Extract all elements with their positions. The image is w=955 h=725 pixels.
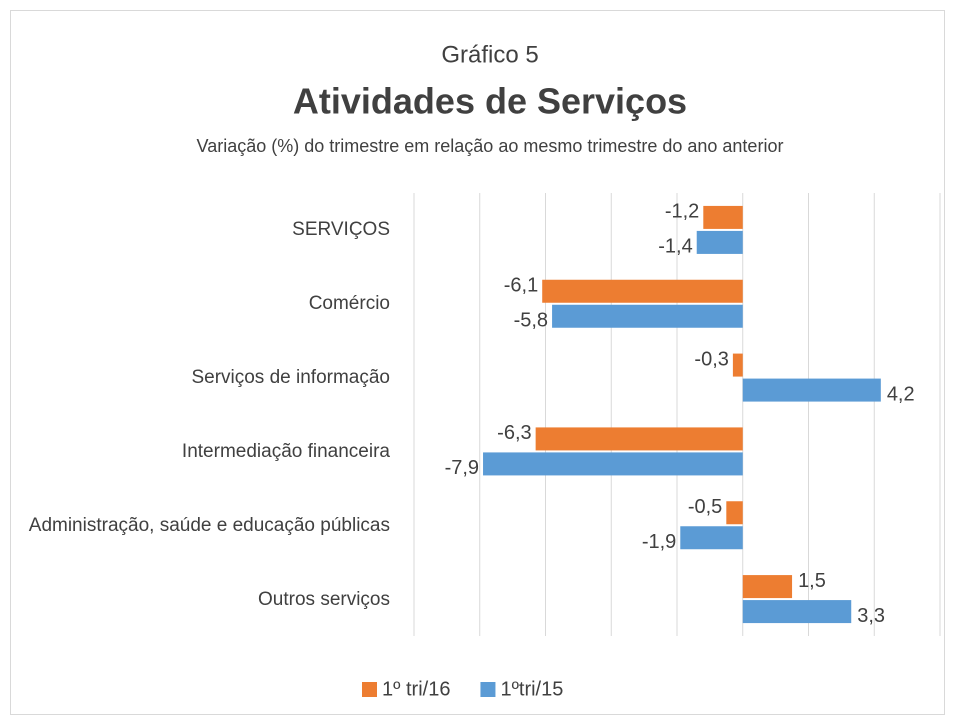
y-tick-label: Comércio — [308, 293, 390, 315]
legend-label: 1º tri/16 — [382, 678, 450, 700]
data-label: -6,3 — [497, 422, 531, 444]
chart-title: Atividades de Serviços — [293, 81, 687, 122]
bar — [696, 230, 743, 254]
data-label: 4,2 — [887, 383, 915, 405]
bar — [742, 378, 881, 402]
y-tick-label: Intermediação financeira — [181, 440, 390, 462]
legend-swatch — [362, 682, 377, 697]
bar — [742, 575, 793, 599]
bar — [726, 501, 743, 525]
bar — [483, 452, 743, 476]
bar — [535, 427, 743, 451]
chart-label: Gráfico 5 — [441, 41, 538, 68]
y-tick-label: Serviços de informação — [191, 367, 390, 389]
chart-subtitle: Variação (%) do trimestre em relação ao … — [197, 136, 784, 156]
data-label: -1,4 — [658, 236, 692, 258]
y-tick-label: Outros serviços — [258, 588, 390, 610]
y-tick-label: Administração, saúde e educação públicas — [28, 514, 390, 536]
data-label: -1,2 — [665, 201, 699, 223]
bar — [542, 279, 743, 303]
legend-label: 1ºtri/15 — [500, 678, 563, 700]
data-label: -0,5 — [688, 496, 722, 518]
legend-swatch — [480, 682, 496, 697]
bar — [732, 353, 743, 377]
data-label: -7,9 — [445, 457, 479, 479]
bar — [703, 205, 743, 229]
y-tick-label: SERVIÇOS — [292, 219, 390, 241]
bar — [552, 304, 743, 328]
data-label: -5,8 — [514, 310, 548, 332]
data-label: -6,1 — [504, 275, 538, 297]
data-label: -1,9 — [642, 531, 676, 553]
data-label: 1,5 — [798, 570, 826, 592]
bar — [680, 526, 743, 550]
bar — [742, 600, 852, 624]
data-label: -0,3 — [694, 348, 728, 370]
data-label: 3,3 — [857, 605, 885, 627]
